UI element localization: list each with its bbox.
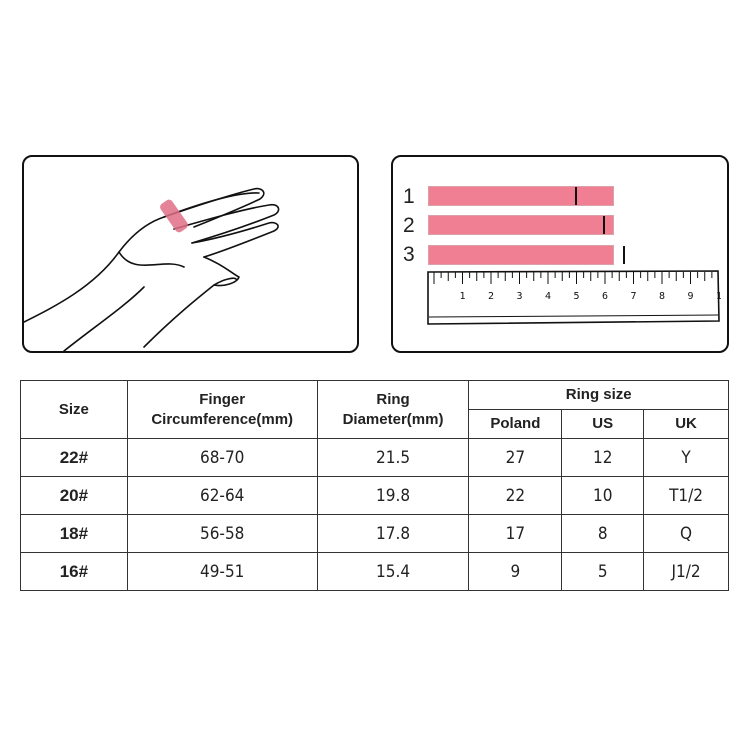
- ruler-label: 6: [602, 291, 608, 302]
- cell-circumference: 62-64: [126, 476, 318, 515]
- strip-mark: [623, 246, 626, 264]
- cell-diameter: 21.5: [316, 438, 470, 477]
- ruler-label: 9: [688, 291, 694, 302]
- ruler-label: 5: [574, 291, 580, 302]
- ruler-label: 10: [716, 291, 721, 302]
- header-finger-circumference: Finger Circumference(mm): [126, 380, 318, 439]
- cell-us: 12: [561, 438, 645, 477]
- header-ring-diameter: Ring Diameter(mm): [316, 380, 470, 439]
- ruler-label: 7: [631, 291, 637, 302]
- ring-size-table: Size Finger Circumference(mm) Ring Diamete…: [20, 380, 729, 591]
- ruler-label: 2: [488, 291, 494, 302]
- cell-diameter: 19.8: [316, 476, 470, 515]
- ruler-measure-illustration: 1 2 3 1 2 3 4 5 6 7 8 9 10: [391, 155, 729, 353]
- step-label: 3: [403, 243, 415, 266]
- ruler-label: 3: [517, 291, 523, 302]
- step-label: 2: [403, 214, 415, 237]
- header-poland: Poland: [468, 409, 563, 439]
- header-size: Size: [20, 380, 128, 439]
- cell-poland: 27: [468, 438, 563, 477]
- header-ring-size: Ring size: [468, 380, 729, 410]
- cell-us: 8: [561, 514, 645, 553]
- ruler-label: 4: [545, 291, 551, 302]
- cell-circumference: 49-51: [126, 552, 318, 591]
- cell-uk: Q: [643, 514, 729, 553]
- table-row: 18# 56-58 17.8 17 8 Q: [20, 514, 729, 553]
- table-row: 22# 68-70 21.5 27 12 Y: [20, 438, 729, 477]
- table-row: 20# 62-64 19.8 22 10 T1/2: [20, 476, 729, 515]
- cell-size: 18#: [20, 514, 128, 553]
- cell-poland: 17: [468, 514, 563, 553]
- cell-circumference: 68-70: [126, 438, 318, 477]
- cell-circumference: 56-58: [126, 514, 318, 553]
- paper-strip: [428, 215, 614, 235]
- cell-size: 22#: [20, 438, 128, 477]
- table-row: 16# 49-51 15.4 9 5 J1/2: [20, 552, 729, 591]
- step-label: 1: [403, 185, 415, 208]
- hand-measure-illustration: [22, 155, 359, 353]
- cell-diameter: 17.8: [316, 514, 470, 553]
- cell-size: 20#: [20, 476, 128, 515]
- ruler-icon: 1 2 3 4 5 6 7 8 9 10: [427, 270, 721, 325]
- header-us: US: [561, 409, 645, 439]
- cell-size: 16#: [20, 552, 128, 591]
- cell-uk: Y: [643, 438, 729, 477]
- cell-poland: 9: [468, 552, 563, 591]
- cell-poland: 22: [468, 476, 563, 515]
- cell-uk: J1/2: [643, 552, 729, 591]
- ruler-label: 1: [460, 291, 466, 302]
- hand-with-ring-icon: [23, 187, 280, 352]
- strip-mark: [603, 216, 606, 234]
- paper-strip: [428, 186, 614, 206]
- cell-us: 10: [561, 476, 645, 515]
- header-uk: UK: [643, 409, 729, 439]
- cell-us: 5: [561, 552, 645, 591]
- paper-strip: [428, 245, 626, 265]
- ruler-label: 8: [659, 291, 665, 302]
- strip-mark: [574, 187, 577, 205]
- cell-uk: T1/2: [643, 476, 729, 515]
- cell-diameter: 15.4: [316, 552, 470, 591]
